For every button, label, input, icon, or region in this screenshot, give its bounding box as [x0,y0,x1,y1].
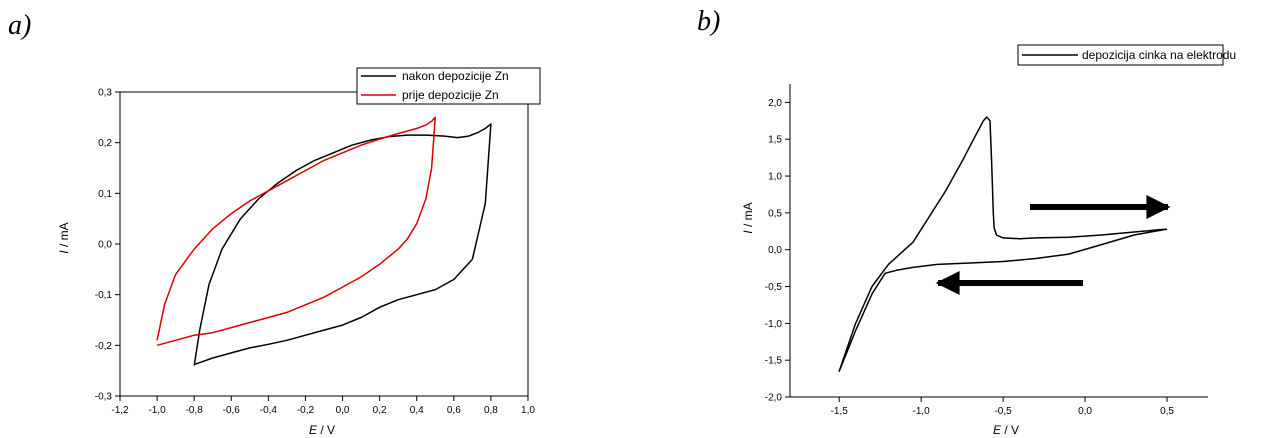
chart-a-x-tick-label: -0,4 [260,405,278,416]
chart-b-y-tick-label: -1,5 [765,356,783,367]
chart-b-y-tick-label: 2,0 [768,98,782,109]
panel-label-b: b) [697,6,721,37]
chart-a-series-line-1 [156,116,437,347]
chart-a: -1,2 -1,0 -0,8 -0,6 -0,4 -0,2 0,0 0,2 0,4 0,6 0,8 1… [57,67,541,437]
chart-b-y-tick-label: -0,5 [765,282,783,293]
chart-a-x-tick-label: 0,0 [336,405,350,416]
chart-a-y-tick-label: 0,2 [98,138,112,149]
chart-a-x-tick-label: 0,8 [484,405,498,416]
chart-b-series-line-0 [838,116,1168,372]
chart-a-ylabel: I / mA [57,222,71,253]
chart-a-x-tick-label: 0,2 [373,405,387,416]
chart-b: -1,5 -1,0 -0,5 0,0 0,5 -2,0 -1,5 -1,0 -0,5 0,0 0,5… [741,44,1236,437]
chart-a-y-tick-label: -0,3 [95,392,113,403]
chart-a-x-tick-label: 0,6 [447,405,461,416]
chart-a-xlabel: E / V [309,423,335,437]
chart-b-legend-box [1017,44,1224,66]
legend-label-depozicija: depozicija cinka na elektrodu [1082,48,1236,62]
chart-b-ylabel: I / mA [741,202,755,233]
chart-a-frame [119,91,529,397]
chart-b-x-tick-label: 0,5 [1160,406,1174,417]
chart-b-legend: depozicija cinka na elektrodu [1017,44,1236,66]
chart-a-x-tick-label: -0,6 [223,405,241,416]
chart-a-legend: nakon depozicije Zn prije depozicije Zn [356,67,541,105]
chart-b-y-tick-label: -2,0 [765,393,783,404]
chart-b-y-tick-label: 1,0 [768,172,782,183]
chart-a-x-tick-label: -1,2 [111,405,129,416]
chart-b-x-tick-label: -1,0 [913,406,931,417]
chart-b-xlabel: E / V [993,423,1019,437]
legend-label-prije: prije depozicije Zn [402,88,499,102]
chart-b-x-tick-label: -1,5 [831,406,849,417]
chart-b-ticks: -1,5 -1,0 -0,5 0,0 0,5 -2,0 -1,5 -1,0 -0,5 0,0 0,5… [765,98,1175,417]
chart-a-x-tick-label: -1,0 [148,405,166,416]
chart-a-y-tick-label: -0,1 [95,290,113,301]
chart-a-y-tick-label: 0,3 [98,88,112,99]
chart-a-series [156,116,492,366]
chart-b-series [838,116,1168,372]
chart-b-y-tick-label: 0,0 [768,245,782,256]
chart-b-x-tick-label: -0,5 [994,406,1012,417]
chart-b-x-tick-label: 0,0 [1078,406,1092,417]
chart-b-y-tick-label: -1,0 [765,319,783,330]
chart-a-x-tick-label: 1,0 [521,405,535,416]
chart-a-y-tick-label: 0,0 [98,240,112,251]
legend-label-nakon: nakon depozicije Zn [402,69,509,83]
chart-a-y-tick-label: -0,2 [95,341,113,352]
chart-a-x-tick-label: 0,4 [410,405,424,416]
chart-a-legend-box [356,67,541,105]
chart-a-y-tick-label: 0,1 [98,189,112,200]
chart-a-ticks: -1,2 -1,0 -0,8 -0,6 -0,4 -0,2 0,0 0,2 0,4 0,6 0,8 1… [95,88,536,417]
chart-a-x-tick-label: -0,8 [186,405,204,416]
chart-b-y-tick-label: 0,5 [768,208,782,219]
chart-b-y-tick-label: 1,5 [768,135,782,146]
panel-label-a: a) [8,10,32,41]
chart-a-series-line-0 [193,123,492,366]
chart-a-x-tick-label: -0,2 [297,405,315,416]
